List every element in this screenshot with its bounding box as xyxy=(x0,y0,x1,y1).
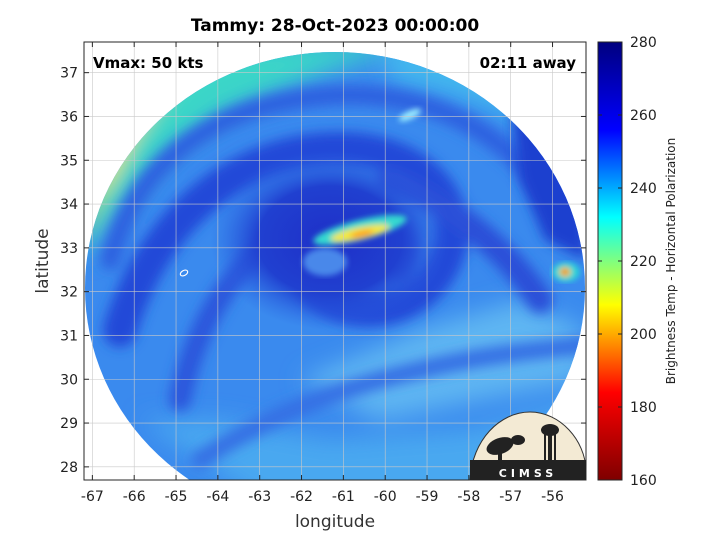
y-tick-label: 34 xyxy=(60,197,78,213)
colorbar-tick-label: 280 xyxy=(630,35,657,51)
y-tick-label: 30 xyxy=(60,372,78,388)
y-tick-label: 33 xyxy=(60,241,78,257)
colorbar-tick-label: 200 xyxy=(630,327,657,343)
x-tick-label: -67 xyxy=(81,489,104,505)
axes-box xyxy=(83,41,587,481)
x-tick-label: -62 xyxy=(290,489,313,505)
chart-title: Tammy: 28-Oct-2023 00:00:00 xyxy=(191,16,479,36)
y-tick-label: 37 xyxy=(60,66,78,82)
vmax-annotation: Vmax: 50 kts xyxy=(93,54,203,72)
x-tick-label: -59 xyxy=(416,489,439,505)
x-tick-label: -56 xyxy=(541,489,564,505)
colorbar-tick-label: 160 xyxy=(630,473,657,489)
colorbar-ticks: 160 180 200 220 240 260 280 xyxy=(598,35,657,489)
x-axis: -67 -66 -65 -64 -63 -62 -61 -60 -59 -58 -57 -56 xyxy=(81,42,564,505)
time-away-annotation: 02:11 away xyxy=(480,54,577,72)
x-axis-label: longitude xyxy=(295,512,375,532)
x-tick-label: -64 xyxy=(206,489,229,505)
x-tick-label: -60 xyxy=(374,489,397,505)
cimss-logo: CIMSS xyxy=(469,411,587,481)
y-tick-label: 35 xyxy=(60,153,78,169)
colorbar-tick-label: 180 xyxy=(630,400,657,416)
colorbar-tick-label: 240 xyxy=(630,181,657,197)
y-axis-label: latitude xyxy=(33,228,53,293)
y-axis: 28 29 30 31 32 33 34 35 36 37 xyxy=(60,66,586,476)
brightness-temp-image xyxy=(85,52,585,480)
colorbar-tick-label: 220 xyxy=(630,254,657,270)
x-tick-label: -58 xyxy=(457,489,480,505)
x-tick-label: -63 xyxy=(248,489,271,505)
x-tick-label: -61 xyxy=(332,489,355,505)
colorbar-tick-label: 260 xyxy=(630,108,657,124)
x-tick-label: -66 xyxy=(123,489,146,505)
svg-text:CIMSS: CIMSS xyxy=(499,467,557,480)
y-tick-label: 31 xyxy=(60,328,78,344)
y-tick-label: 28 xyxy=(60,460,78,476)
y-tick-label: 36 xyxy=(60,109,78,125)
y-tick-label: 29 xyxy=(60,416,78,432)
colorbar-label: Brightness Temp - Horizontal Polarizatio… xyxy=(664,138,678,385)
y-tick-label: 32 xyxy=(60,285,78,301)
x-tick-label: -57 xyxy=(499,489,522,505)
x-tick-label: -65 xyxy=(165,489,188,505)
